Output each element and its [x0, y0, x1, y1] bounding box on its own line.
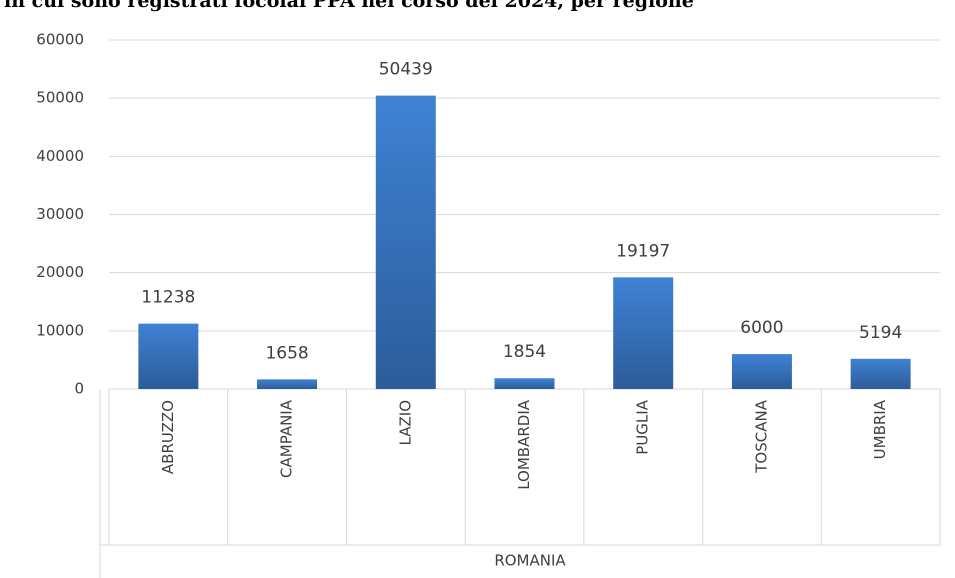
y-tick-label: 50000	[36, 89, 84, 107]
x-tick-label: LAZIO	[396, 400, 414, 445]
data-label: 1854	[503, 342, 546, 362]
y-tick-label: 40000	[36, 147, 84, 165]
bar	[138, 323, 199, 389]
chart-title: in cui sono registrati focolai PPA nel c…	[4, 0, 694, 12]
y-tick-label: 0	[74, 380, 84, 398]
y-tick-label: 60000	[36, 31, 84, 49]
x-tick-label: ABRUZZO	[159, 400, 177, 474]
bar	[494, 378, 555, 389]
y-tick-label: 20000	[36, 263, 84, 281]
y-tick-label: 10000	[36, 321, 84, 339]
x-tick-label: PUGLIA	[634, 399, 652, 454]
x-tick-label: LOMBARDIA	[515, 399, 533, 490]
x-tick-label: CAMPANIA	[278, 399, 296, 478]
bar	[731, 354, 792, 389]
bar	[375, 95, 436, 389]
data-label: 5194	[859, 323, 902, 343]
x-tick-label: TOSCANA	[752, 399, 770, 473]
data-label: 11238	[141, 288, 195, 308]
group-label: ROMANIA	[494, 552, 566, 570]
data-label: 50439	[379, 60, 433, 80]
data-label: 1658	[265, 343, 308, 363]
data-label: 6000	[740, 318, 783, 338]
bar	[850, 358, 911, 389]
bar	[613, 277, 674, 389]
y-tick-label: 30000	[36, 205, 84, 223]
bar	[257, 379, 318, 389]
data-label: 19197	[616, 241, 670, 261]
x-tick-label: UMBRIA	[871, 399, 889, 459]
